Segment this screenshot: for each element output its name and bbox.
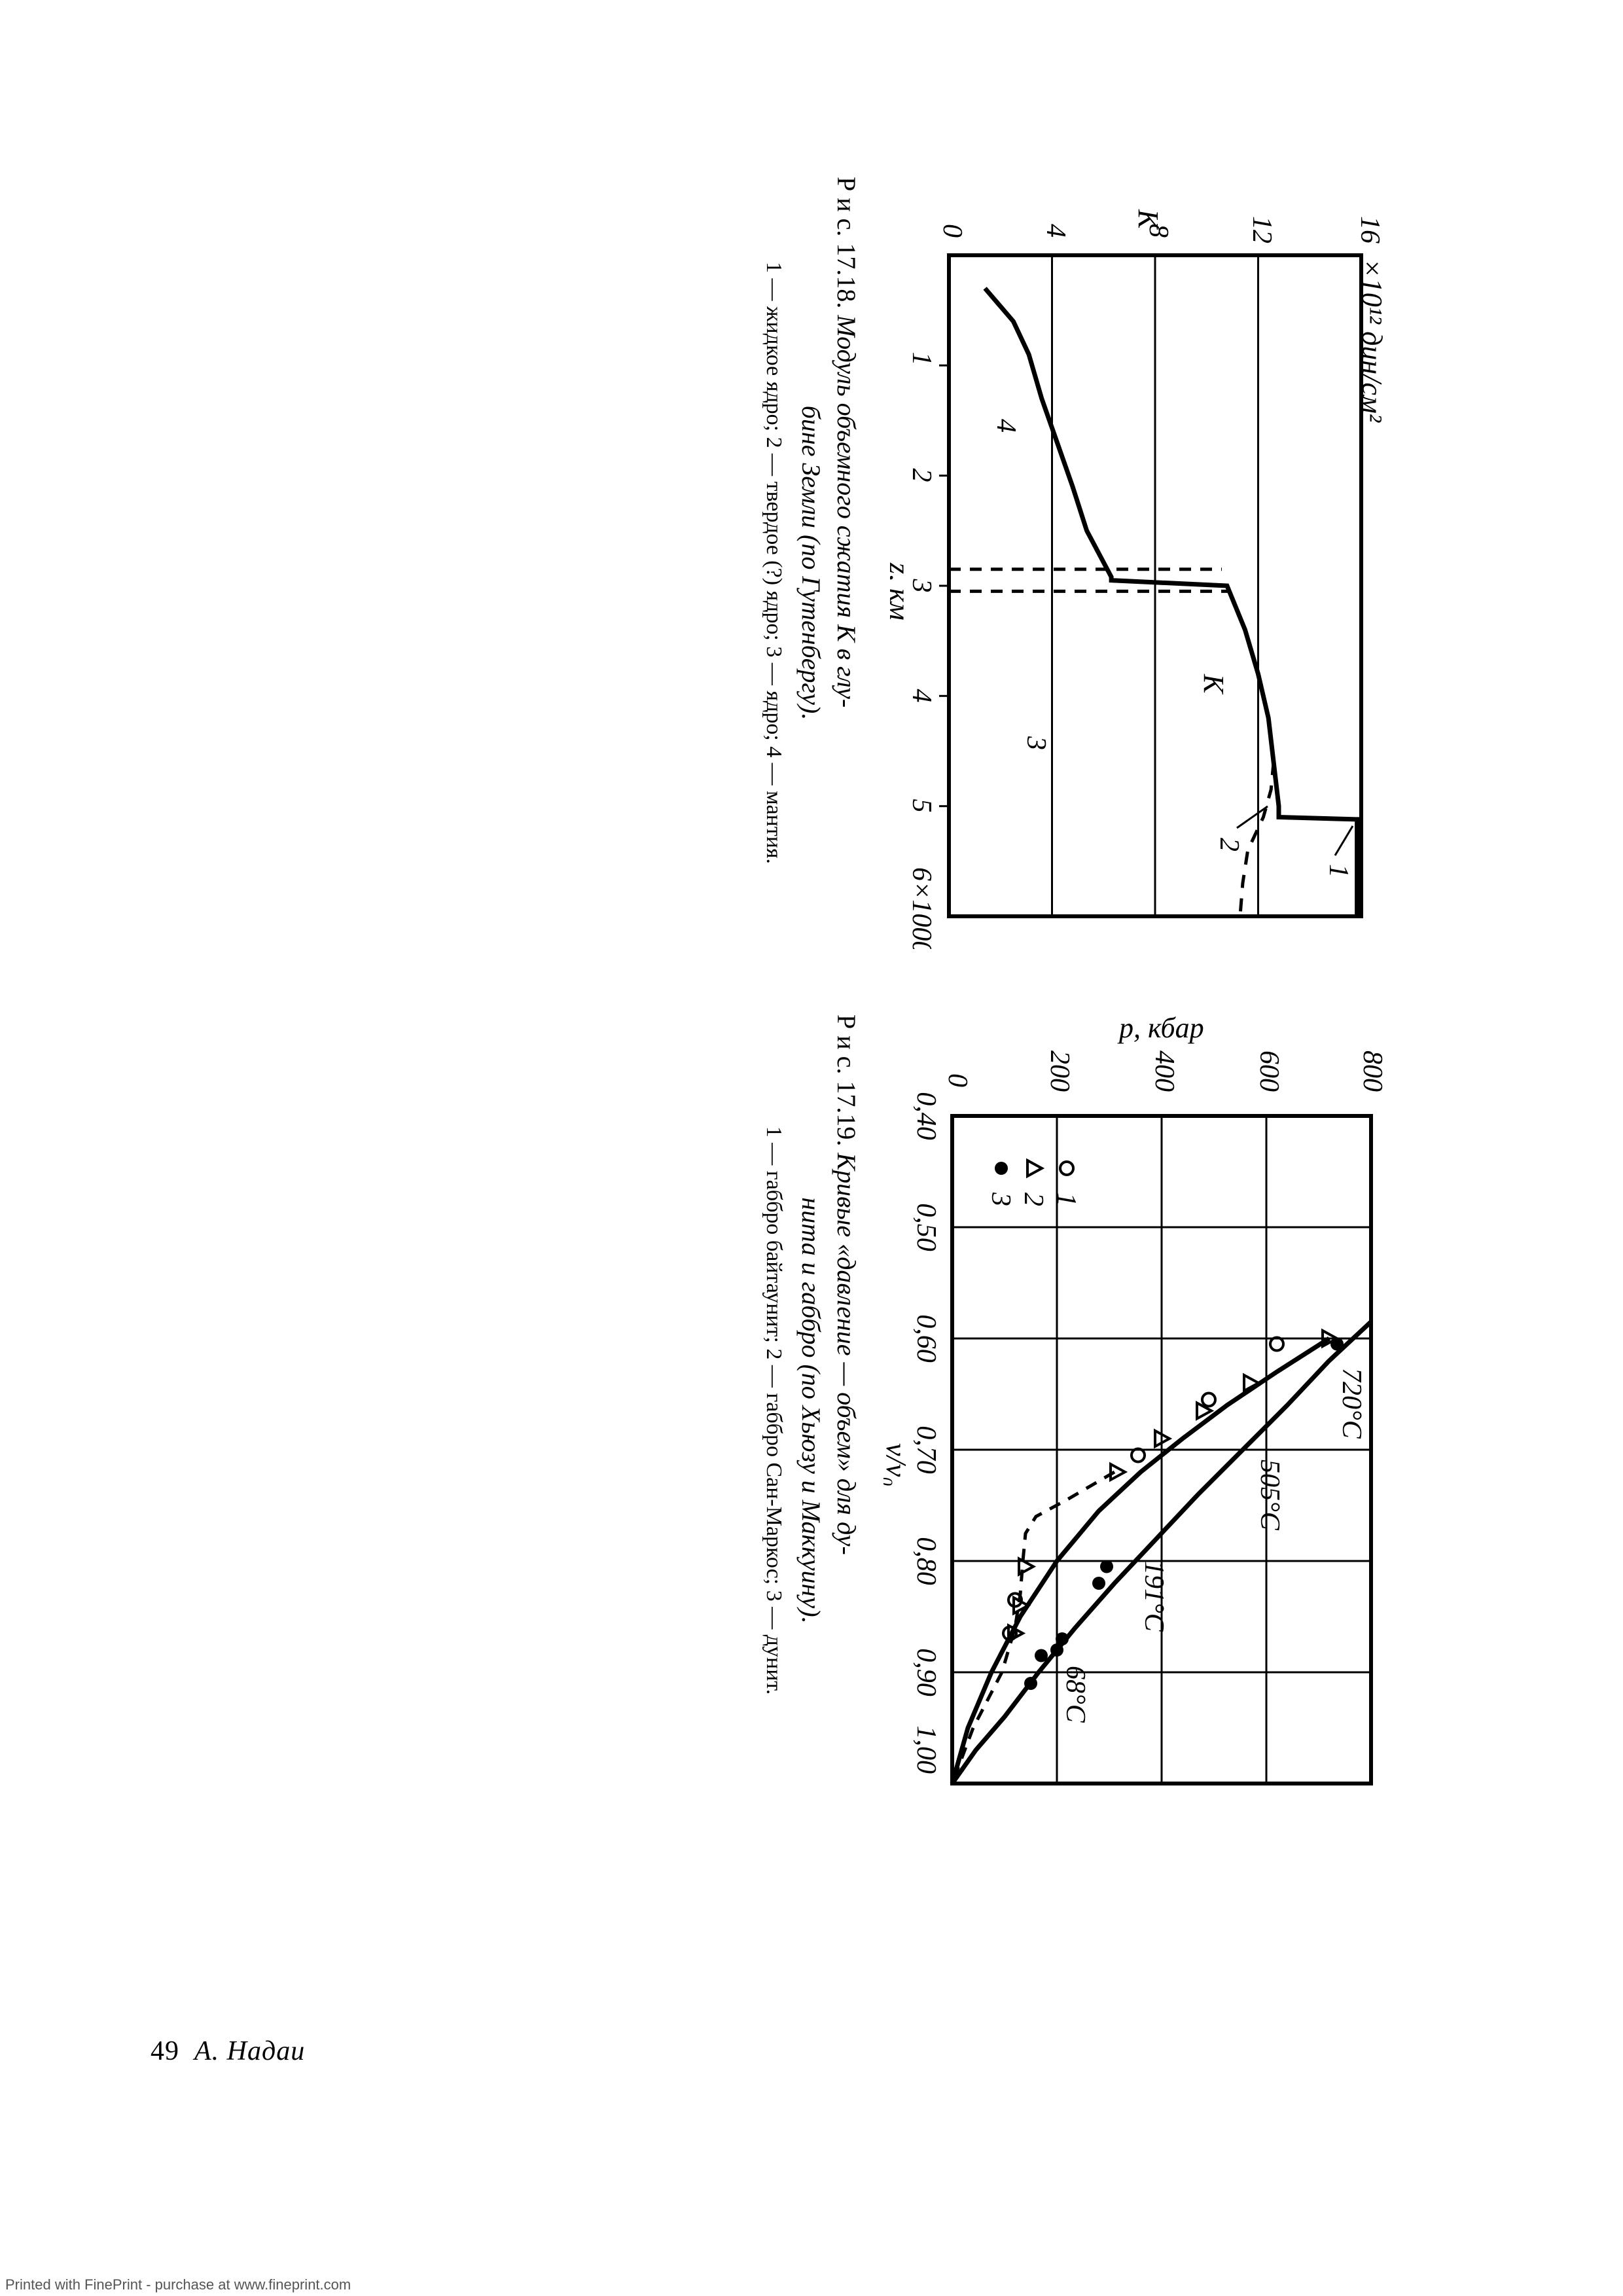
r-xt-070: 0,70: [911, 1426, 941, 1474]
r-xt-040: 0,40: [911, 1092, 941, 1140]
caption-1719-prefix: Р и с. 17.19.: [832, 1014, 861, 1153]
fig-17-19-caption: Р и с. 17.19. Кривые «давление — объем» …: [793, 1014, 864, 1806]
r-yt-200: 200: [1044, 1050, 1075, 1092]
legend: 1 2 3: [986, 1160, 1081, 1206]
svg-text:720°C: 720°C: [1336, 1368, 1366, 1439]
xtick-1: 1: [906, 352, 936, 366]
caption-1719-l2: нита и габбро (по Хьюзу и Маккуину).: [793, 1014, 829, 1806]
footer-author-name: А. Надаи: [194, 2036, 305, 2066]
r-yt-0: 0: [942, 1073, 972, 1087]
r-x-label: v/v₀: [883, 1443, 912, 1487]
r-xt-080: 0,80: [911, 1537, 941, 1585]
rotated-figures-block: 16 ×10¹² дин/см²: [59, 164, 1407, 1813]
r-xt-060: 0,60: [911, 1314, 941, 1363]
xtick-2: 2: [906, 469, 936, 482]
caption-1718-prefix: Р и с. 17.18.: [832, 177, 861, 315]
r-yt-400: 400: [1149, 1050, 1179, 1092]
svg-text:191°C: 191°C: [1139, 1561, 1169, 1632]
fig-17-19-caption-sub: 1 — габбро байтаунит; 2 — габбро Сан-Мар…: [758, 1014, 789, 1806]
curve-main: [985, 289, 1357, 917]
r-xt-050: 0,50: [911, 1203, 941, 1251]
fig-17-19: 720°C 505°C 191°C 68°C 1 2 3 800 600 400…: [883, 1014, 1407, 1806]
annot-K: K: [1198, 673, 1230, 695]
r-xt-100: 1,00: [911, 1726, 941, 1774]
svg-text:68°C: 68°C: [1060, 1666, 1090, 1723]
fig-17-18-caption: Р и с. 17.18. Модуль объемного сжатия K …: [793, 177, 864, 949]
temp-labels: 720°C 505°C 191°C 68°C: [1060, 1368, 1366, 1723]
r-y-label: p, кбар: [1117, 1014, 1204, 1044]
annot-1: 1: [1323, 864, 1353, 878]
annot-3: 3: [1021, 736, 1051, 750]
r-xt-090: 0,90: [911, 1648, 941, 1696]
r-yt-800: 800: [1357, 1050, 1387, 1092]
caption-1718-l1: Модуль объемного сжатия K в глу-: [832, 315, 861, 708]
fineprint-watermark: Printed with FinePrint - purchase at www…: [5, 2276, 351, 2293]
xtick-6: 6×1000 км: [906, 867, 936, 949]
page-number: 49: [151, 2036, 179, 2066]
r-yt-600: 600: [1254, 1050, 1284, 1092]
ytick-12: 12: [1247, 216, 1277, 243]
svg-text:1: 1: [1051, 1193, 1081, 1206]
annot-1-leader: [1335, 826, 1353, 855]
xtick-5: 5: [906, 799, 936, 813]
ytick-0: 0: [937, 224, 967, 238]
fig-17-18: 16 ×10¹² дин/см²: [890, 177, 1400, 949]
ytick-4: 4: [1041, 224, 1071, 238]
curve-dashed: [1240, 762, 1274, 916]
svg-text:505°C: 505°C: [1255, 1460, 1285, 1531]
xtick-4: 4: [906, 689, 936, 703]
svg-text:3: 3: [986, 1192, 1016, 1206]
series-3: [1024, 1338, 1344, 1691]
x-label: z, км: [890, 562, 916, 620]
y-label: K: [1132, 209, 1164, 230]
caption-1718-l2: бине Земли (по Гутенбергу).: [793, 177, 829, 949]
annot-4: 4: [991, 419, 1021, 433]
page: 16 ×10¹² дин/см²: [0, 0, 1623, 2296]
ytick-16: 16: [1355, 216, 1385, 243]
caption-1719-l1: Кривые «давление — объем» для ду-: [832, 1153, 861, 1554]
annot-2: 2: [1214, 838, 1244, 852]
fig-17-18-caption-sub: 1 — жидкое ядро; 2 — твердое (?) ядро; 3…: [758, 177, 789, 949]
svg-text:2: 2: [1018, 1193, 1048, 1206]
page-footer: 49 А. Надаи: [151, 2036, 305, 2067]
